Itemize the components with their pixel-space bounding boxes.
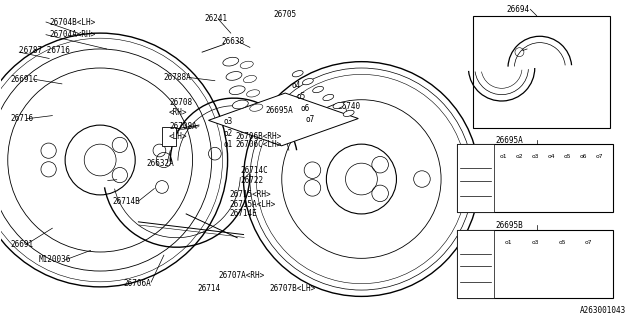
Ellipse shape: [246, 90, 260, 97]
Text: o2: o2: [516, 154, 523, 159]
Ellipse shape: [549, 178, 556, 193]
Text: 26722: 26722: [241, 176, 264, 185]
Text: 26787 26716: 26787 26716: [19, 46, 70, 55]
Ellipse shape: [547, 176, 558, 195]
Text: 26704A<RH>: 26704A<RH>: [49, 30, 95, 39]
Text: A263001043: A263001043: [580, 306, 626, 315]
Ellipse shape: [508, 263, 515, 279]
Bar: [457, 230, 494, 298]
Text: 26716: 26716: [10, 114, 33, 123]
Text: 26694: 26694: [506, 5, 529, 14]
Ellipse shape: [531, 176, 542, 195]
Text: o3: o3: [532, 240, 539, 245]
Ellipse shape: [515, 176, 526, 195]
Text: 26740: 26740: [337, 102, 360, 111]
Text: 26715A<LH>: 26715A<LH>: [230, 200, 276, 209]
Ellipse shape: [303, 78, 314, 85]
Text: 26714E: 26714E: [230, 209, 257, 219]
Text: o7: o7: [306, 115, 316, 124]
Ellipse shape: [595, 176, 606, 195]
Text: 26706A: 26706A: [124, 279, 152, 288]
Text: 26638: 26638: [221, 36, 244, 45]
Ellipse shape: [579, 176, 590, 195]
Ellipse shape: [518, 178, 524, 193]
Text: o1: o1: [500, 154, 507, 159]
Text: 26691: 26691: [10, 240, 33, 249]
Bar: [162, 127, 176, 146]
Ellipse shape: [343, 110, 354, 116]
Text: o7: o7: [595, 154, 603, 159]
Ellipse shape: [534, 178, 540, 193]
Ellipse shape: [292, 71, 303, 77]
Ellipse shape: [532, 261, 544, 281]
Text: o7: o7: [585, 240, 593, 245]
Ellipse shape: [563, 176, 574, 195]
Ellipse shape: [581, 178, 588, 193]
Text: 26706B<RH>: 26706B<RH>: [236, 132, 282, 141]
Text: 26691C: 26691C: [10, 75, 38, 84]
Text: 26788A: 26788A: [164, 73, 191, 82]
Ellipse shape: [505, 261, 518, 281]
Ellipse shape: [588, 263, 595, 279]
Ellipse shape: [565, 178, 572, 193]
Ellipse shape: [499, 176, 510, 195]
Text: 26704B<LH>: 26704B<LH>: [49, 18, 95, 27]
Text: 26708A: 26708A: [169, 122, 196, 131]
Text: 26708: 26708: [169, 99, 192, 108]
Text: 26695A: 26695A: [495, 135, 523, 145]
Ellipse shape: [243, 76, 257, 83]
Text: o6: o6: [301, 104, 310, 113]
Text: 26706C<LH>: 26706C<LH>: [236, 140, 282, 149]
Text: <RH>: <RH>: [169, 108, 188, 117]
Text: 26707A<RH>: 26707A<RH>: [218, 271, 264, 280]
Text: 26707B<LH>: 26707B<LH>: [269, 284, 316, 293]
Bar: [457, 144, 613, 212]
Ellipse shape: [558, 261, 571, 281]
Text: 26714: 26714: [198, 284, 221, 293]
Text: o1: o1: [505, 240, 512, 245]
Ellipse shape: [502, 178, 508, 193]
Text: o5: o5: [558, 240, 566, 245]
Text: o5: o5: [563, 154, 571, 159]
Ellipse shape: [223, 57, 239, 66]
Text: 26241: 26241: [204, 14, 227, 23]
Ellipse shape: [313, 86, 324, 93]
Bar: [457, 230, 613, 298]
Text: 26705: 26705: [273, 10, 296, 19]
Ellipse shape: [323, 94, 333, 100]
Text: o3: o3: [532, 154, 539, 159]
Text: o1: o1: [223, 140, 232, 149]
Text: 26632A: 26632A: [147, 159, 175, 168]
Ellipse shape: [226, 72, 242, 80]
Text: <LH>: <LH>: [169, 132, 188, 141]
Ellipse shape: [597, 178, 604, 193]
Text: M120036: M120036: [38, 255, 71, 264]
Ellipse shape: [232, 100, 248, 109]
Text: o2: o2: [223, 129, 232, 138]
Ellipse shape: [250, 104, 263, 111]
Text: o3: o3: [223, 117, 232, 126]
Text: o4: o4: [291, 81, 301, 90]
Ellipse shape: [333, 102, 344, 108]
Ellipse shape: [229, 86, 245, 95]
Bar: [473, 16, 610, 128]
Ellipse shape: [240, 61, 253, 68]
Text: 26715<RH>: 26715<RH>: [230, 190, 271, 199]
Bar: [457, 144, 494, 212]
Text: 26695A: 26695A: [266, 106, 294, 115]
Ellipse shape: [585, 261, 598, 281]
Text: o5: o5: [296, 92, 306, 101]
Ellipse shape: [561, 263, 568, 279]
Text: 26714C: 26714C: [241, 166, 268, 175]
Text: o4: o4: [547, 154, 555, 159]
Polygon shape: [209, 93, 358, 146]
Text: 26695B: 26695B: [495, 220, 523, 229]
Text: 26714B: 26714B: [113, 197, 141, 206]
Ellipse shape: [534, 263, 541, 279]
Text: o6: o6: [579, 154, 587, 159]
